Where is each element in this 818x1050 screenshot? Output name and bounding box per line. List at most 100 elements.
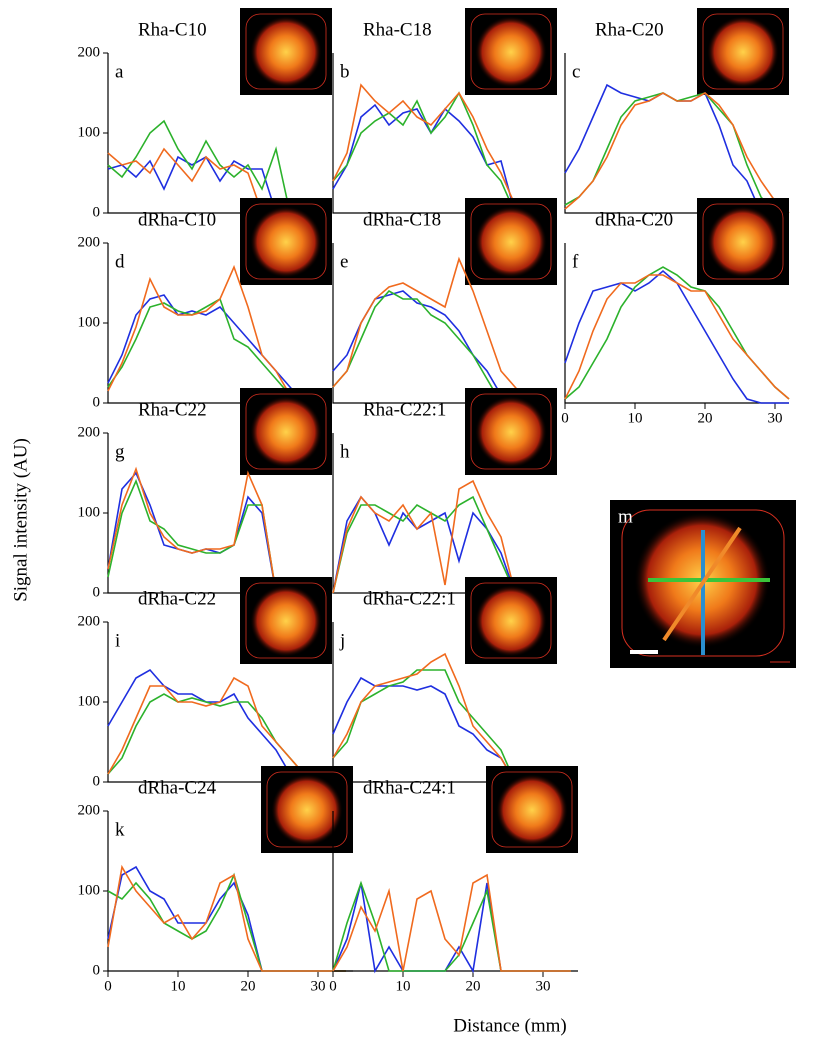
inset-blob: [250, 585, 322, 657]
series-line: [564, 266, 790, 400]
panel-title: dRha-C24:1: [363, 777, 456, 798]
panel-title: dRha-C24: [138, 777, 217, 798]
inset-blob: [475, 206, 547, 278]
inset-outline: [245, 203, 327, 280]
inset-image: [465, 388, 557, 475]
series-line: [332, 873, 571, 972]
y-tick-label: 100: [78, 314, 101, 330]
inset-image: [465, 198, 557, 285]
inset-outline: [702, 13, 784, 90]
panel-title: dRha-C22:1: [363, 588, 456, 609]
inset-image: [240, 577, 332, 664]
series-line: [107, 872, 346, 972]
inset-blob: [475, 396, 547, 468]
inset-image: [240, 388, 332, 475]
inset-outline: [470, 393, 552, 470]
y-tick-label: 200: [78, 234, 101, 250]
y-tick-label: 0: [93, 584, 101, 600]
x-tick-label: 10: [171, 978, 186, 994]
x-tick-label: 30: [311, 978, 326, 994]
x-tick-label: 30: [536, 978, 551, 994]
panel-title: dRha-C20: [595, 209, 673, 230]
inset-outline: [245, 13, 327, 90]
inset-image: [697, 8, 789, 95]
panel-title: dRha-C10: [138, 209, 216, 230]
panel-title: Rha-C22:1: [363, 399, 446, 420]
panel-title: Rha-C18: [363, 19, 432, 40]
series-line: [107, 668, 332, 783]
inset-outline: [470, 13, 552, 90]
panel-label: i: [115, 630, 120, 651]
y-tick-label: 0: [93, 962, 101, 978]
panel-label: b: [340, 61, 350, 82]
panel-label: m: [618, 506, 633, 527]
panel-title: Rha-C20: [595, 19, 664, 40]
series-line: [107, 478, 332, 594]
inset-outline: [245, 393, 327, 470]
inset-image: [465, 577, 557, 664]
inset-blob: [250, 396, 322, 468]
inset-blob: [475, 16, 547, 88]
inset-image: [465, 8, 557, 95]
series-line: [564, 83, 789, 214]
inset-blob: [271, 774, 343, 846]
panel-label: a: [115, 61, 124, 82]
panel-title: Rha-C10: [138, 19, 207, 40]
series-line: [564, 269, 789, 404]
inset-blob: [250, 16, 322, 88]
inset-blob: [707, 16, 779, 88]
y-tick-label: 200: [78, 424, 101, 440]
series-line: [107, 294, 332, 404]
panel-title: dRha-C18: [363, 209, 441, 230]
inset-blob: [250, 206, 322, 278]
series-line: [564, 92, 789, 214]
series-line: [107, 676, 332, 783]
panel-title: dRha-C22: [138, 588, 216, 609]
y-tick-label: 0: [93, 394, 101, 410]
y-tick-label: 0: [93, 773, 101, 789]
x-tick-label: 20: [466, 978, 481, 994]
series-line: [332, 882, 571, 974]
inset-image: [261, 766, 353, 853]
inset-outline: [702, 203, 784, 280]
y-axis-label: Signal intensity (AU): [10, 438, 31, 602]
x-tick-label: 10: [396, 978, 411, 994]
x-axis-label: Distance (mm): [453, 1015, 566, 1036]
series-line: [332, 91, 557, 214]
y-tick-label: 200: [78, 613, 101, 629]
inset-image: [486, 766, 578, 853]
panel-label: j: [339, 630, 345, 651]
inset-outline: [470, 203, 552, 280]
panel-label: f: [572, 251, 579, 272]
panel-label: c: [572, 61, 580, 82]
inset-image: [697, 198, 789, 285]
series-line: [332, 103, 557, 214]
inset-outline: [470, 582, 552, 659]
panel-label: d: [115, 251, 125, 272]
panel-title: Rha-C22: [138, 399, 207, 420]
x-tick-label: 0: [329, 978, 337, 994]
inset-outline: [245, 582, 327, 659]
y-tick-label: 200: [78, 44, 101, 60]
x-tick-label: 10: [628, 410, 643, 426]
series-line: [332, 669, 557, 783]
series-line: [332, 652, 557, 783]
x-tick-label: 0: [104, 978, 112, 994]
x-tick-label: 20: [241, 978, 256, 994]
inset-blob: [707, 206, 779, 278]
series-line: [564, 92, 790, 214]
series-line: [564, 274, 790, 400]
panel-label: g: [115, 441, 125, 462]
series-line: [332, 83, 557, 214]
series-line: [332, 479, 557, 594]
y-tick-label: 0: [93, 204, 101, 220]
panel-label: h: [340, 441, 350, 462]
x-tick-label: 30: [768, 410, 783, 426]
series-line: [107, 864, 346, 972]
panel-label: l: [340, 819, 345, 840]
x-tick-label: 0: [561, 410, 569, 426]
x-tick-label: 20: [698, 410, 713, 426]
series-line: [107, 471, 332, 594]
inset-outline: [491, 771, 573, 848]
